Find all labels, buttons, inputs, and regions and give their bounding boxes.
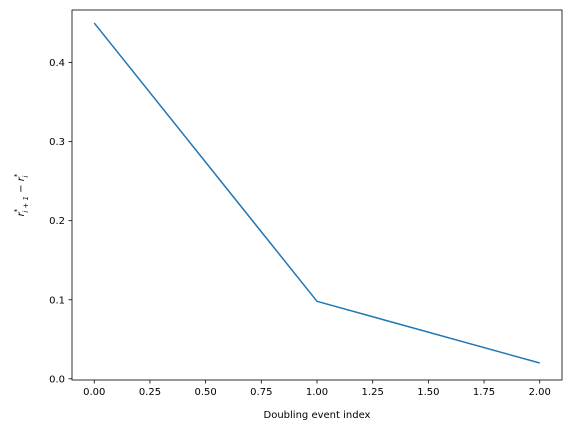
x-tick-label: 2.00 [529,387,551,398]
y-axis-label-sup: * [13,208,21,212]
x-tick-label: 1.50 [417,387,439,398]
x-tick-label: 0.25 [139,387,161,398]
y-axis-label-sup2: * [13,173,21,177]
x-tick-label: 1.00 [306,387,328,398]
axis-ticks: 0.00 0.25 0.50 0.75 1.00 1.25 1.50 1.75 2.00 0.0 0… [49,58,551,398]
x-tick-label: 1.75 [473,387,495,398]
y-tick-label: 0.3 [49,137,65,148]
x-tick-label: 0.00 [83,387,105,398]
y-tick-label: 0.1 [49,295,65,306]
y-axis-label-sub1: i + 1 [22,196,30,213]
y-tick-label: 0.4 [49,58,65,69]
x-tick-label: 1.25 [362,387,384,398]
y-axis-label-base2: r [16,176,27,181]
x-tick-label: 0.75 [250,387,272,398]
axes-frame [71,9,563,381]
y-tick-label: 0.2 [49,216,65,227]
x-axis-label: Doubling event index [264,410,371,421]
y-axis-label: r*i + 1 − r*i [13,173,30,216]
y-axis-label-base: r [16,211,27,216]
y-axis-label-minus: − [16,181,27,196]
plot-area [93,22,540,364]
series-line [93,22,540,364]
y-tick-label: 0.0 [49,374,65,385]
y-axis-label-sub2: i [22,176,30,178]
x-tick-label: 0.50 [195,387,217,398]
